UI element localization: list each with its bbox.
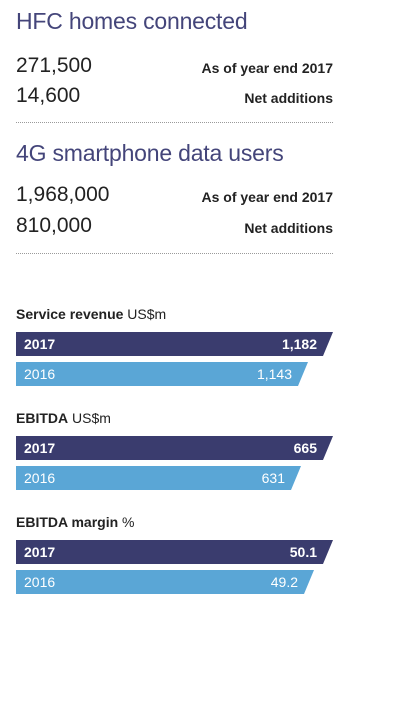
hfc-kpi-row-net: 14,600 Net additions [16,84,333,110]
chart-title: EBITDA margin % [16,514,135,530]
bar-value-label: 1,182 [281,336,317,352]
chart-unit: % [118,514,135,530]
hfc-net-value: 14,600 [16,84,81,107]
chart-title: EBITDA US$m [16,410,111,426]
chart-unit: US$m [68,410,111,426]
4g-kpi-row-total: 1,968,000 As of year end 2017 [16,183,333,209]
hfc-kpi-row-total: 271,500 As of year end 2017 [16,54,333,80]
chart-unit: US$m [123,306,167,322]
bar-value-label: 1,143 [256,366,292,382]
bar-category-label: 2016 [24,366,56,382]
4g-net-label: Net additions [244,220,333,236]
bar-2016: 2016 49.2 [16,570,314,594]
bar-value-label: 49.2 [270,574,298,590]
bar-value-label: 631 [261,470,285,486]
hfc-net-label: Net additions [244,90,333,106]
divider [16,253,333,254]
4g-total-label: As of year end 2017 [201,189,333,205]
bar-category-label: 2017 [24,440,56,456]
bar-value-label: 665 [293,440,317,456]
chart-title-text: Service revenue [16,306,124,322]
bar-2016: 2016 1,143 [16,362,308,386]
chart-title: Service revenue US$m [16,306,166,322]
hfc-section-title: HFC homes connected [16,8,248,34]
chart-title-text: EBITDA margin [16,514,119,530]
hfc-total-value: 271,500 [16,54,92,77]
4g-total-value: 1,968,000 [16,183,110,206]
bar-category-label: 2016 [24,574,56,590]
bar-category-label: 2017 [24,544,56,560]
bar-2017: 2017 50.1 [16,540,333,564]
4g-net-value: 810,000 [16,214,92,237]
chart-title-text: EBITDA [16,410,69,426]
bar-category-label: 2016 [24,470,56,486]
bar-value-label: 50.1 [289,544,317,560]
bar-2017: 2017 665 [16,436,333,460]
4g-section-title: 4G smartphone data users [16,140,284,166]
bar-2017: 2017 1,182 [16,332,333,356]
bar-category-label: 2017 [24,336,56,352]
hfc-total-label: As of year end 2017 [201,60,333,76]
divider [16,122,333,123]
bar-2016: 2016 631 [16,466,301,490]
4g-kpi-row-net: 810,000 Net additions [16,214,333,240]
